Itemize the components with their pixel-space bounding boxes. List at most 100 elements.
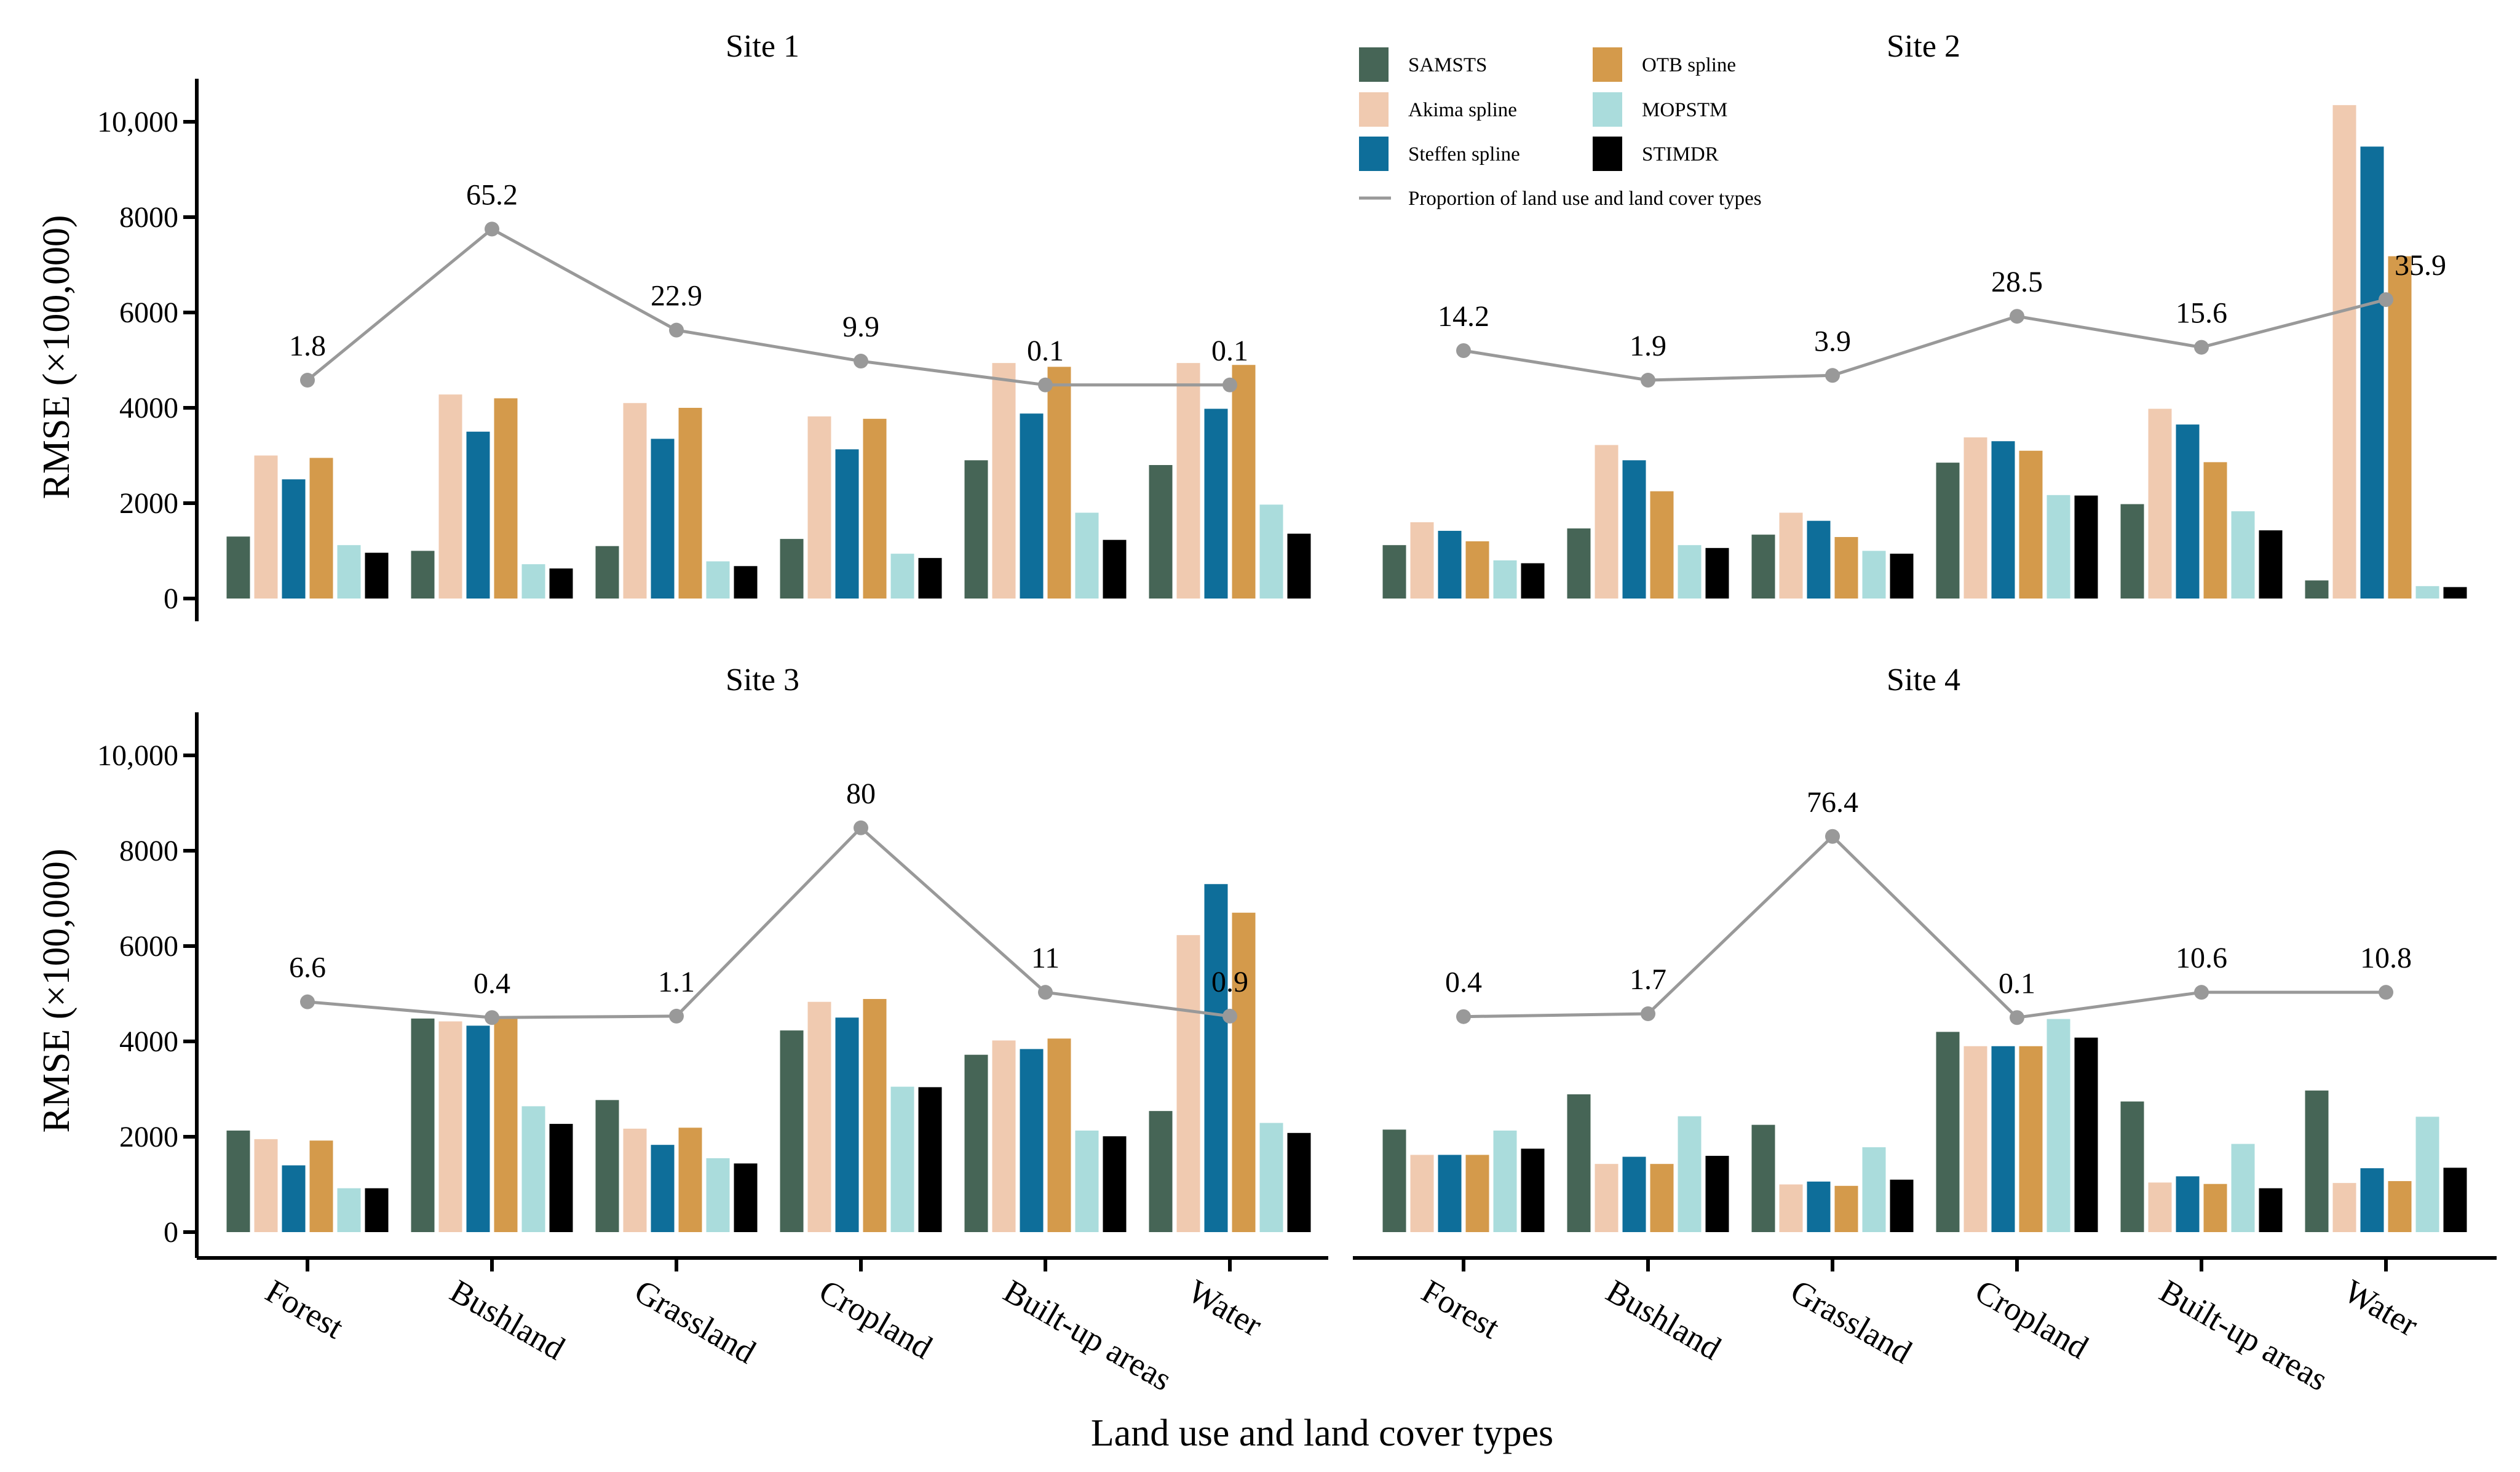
bar-samsts-cropland <box>1936 463 1960 599</box>
bar-mopstm-built-up-areas <box>2231 1144 2255 1232</box>
bar-akima-spline-forest <box>254 455 278 599</box>
proportion-label: 10.8 <box>2360 942 2412 974</box>
bar-steffen-spline-grassland <box>651 1145 675 1232</box>
bar-otb-spline-cropland <box>863 418 887 599</box>
proportion-label: 22.9 <box>651 280 702 312</box>
bar-steffen-spline-built-up-areas <box>2176 424 2200 599</box>
bar-stimdr-water <box>1287 533 1311 599</box>
bar-akima-spline-bushland <box>1595 1164 1619 1232</box>
panels: Site 1 0 2000 4000 6000 8000 10,000 RMSE (×100,… <box>36 29 2497 1398</box>
bar-akima-spline-grassland <box>623 1128 647 1232</box>
legend-swatch <box>1593 137 1622 171</box>
legend-swatch <box>1593 92 1622 127</box>
bar-mopstm-cropland <box>2047 495 2070 599</box>
bar-stimdr-built-up-areas <box>2259 1188 2283 1232</box>
proportion-point <box>300 373 315 388</box>
bar-akima-spline-bushland <box>438 1021 462 1232</box>
bar-akima-spline-grassland <box>1779 1184 1803 1232</box>
bar-otb-spline-forest <box>309 1140 333 1232</box>
proportion-point <box>1222 377 1237 392</box>
proportion-label: 65.2 <box>466 178 518 211</box>
bar-otb-spline-grassland <box>678 1128 702 1232</box>
y-axis-label: RMSE (×100,000) <box>36 848 77 1132</box>
bar-stimdr-water <box>1287 1132 1311 1232</box>
panel-title: Site 4 <box>1887 662 1960 698</box>
bar-mopstm-forest <box>337 1188 361 1232</box>
legend-item-mopstm: MOPSTM <box>1593 92 1727 127</box>
bar-mopstm-built-up-areas <box>1075 512 1099 599</box>
proportion-label: 0.4 <box>1445 966 1482 999</box>
bar-stimdr-built-up-areas <box>1103 539 1127 599</box>
bar-akima-spline-water <box>2332 1183 2356 1232</box>
bar-otb-spline-built-up-areas <box>1047 1038 1071 1232</box>
bar-akima-spline-water <box>2332 105 2356 599</box>
bar-akima-spline-forest <box>1410 1155 1434 1232</box>
bar-steffen-spline-water <box>1204 884 1228 1232</box>
bar-steffen-spline-forest <box>282 479 306 599</box>
proportion-label: 0.9 <box>1211 966 1248 998</box>
bar-samsts-built-up-areas <box>964 1054 988 1232</box>
bar-akima-spline-cropland <box>807 416 831 599</box>
y-tick-label: 10,000 <box>97 106 178 138</box>
bar-stimdr-grassland <box>1890 554 1914 599</box>
legend-swatch <box>1359 92 1389 127</box>
x-axis-label: Land use and land cover types <box>1091 1412 1553 1454</box>
proportion-line <box>306 227 1230 387</box>
bar-mopstm-cropland <box>890 554 914 599</box>
bar-akima-spline-cropland <box>1963 437 1987 599</box>
proportion-point <box>1825 368 1840 383</box>
proportion-point <box>1456 343 1471 358</box>
legend-item-samsts: SAMSTS <box>1359 47 1487 82</box>
proportion-label: 80 <box>846 778 876 810</box>
bar-mopstm-water <box>1259 504 1283 599</box>
bar-steffen-spline-water <box>2360 1168 2384 1232</box>
bar-stimdr-water <box>2443 1168 2467 1232</box>
y-tick-label: 6000 <box>119 296 178 329</box>
bar-samsts-water <box>2305 580 2329 599</box>
legend-label: STIMDR <box>1642 143 1719 165</box>
bar-stimdr-cropland <box>2074 1037 2098 1232</box>
bar-mopstm-bushland <box>521 564 545 599</box>
bar-samsts-cropland <box>1936 1032 1960 1232</box>
proportion-point <box>300 994 315 1009</box>
bar-otb-spline-forest <box>309 458 333 599</box>
bar-otb-spline-water <box>1232 365 1256 599</box>
bar-steffen-spline-cropland <box>835 449 859 599</box>
bar-akima-spline-grassland <box>1779 512 1803 599</box>
x-tick-label: Built-up areas <box>2153 1272 2334 1398</box>
bar-otb-spline-grassland <box>1834 537 1858 599</box>
legend-label: Proportion of land use and land cover ty… <box>1408 188 1762 210</box>
bar-steffen-spline-bushland <box>1622 1156 1646 1232</box>
bar-steffen-spline-cropland <box>1991 1046 2015 1232</box>
proportion-label: 0.1 <box>1027 335 1064 367</box>
bar-mopstm-bushland <box>1678 1116 1702 1232</box>
bar-mopstm-grassland <box>1862 551 1886 599</box>
bar-otb-spline-bushland <box>494 1018 518 1232</box>
bar-mopstm-grassland <box>706 1158 730 1232</box>
bar-steffen-spline-cropland <box>835 1017 859 1232</box>
y-tick-label: 6000 <box>119 930 178 963</box>
bar-stimdr-bushland <box>549 568 573 599</box>
bar-samsts-bushland <box>411 551 435 599</box>
proportion-label: 76.4 <box>1807 786 1858 819</box>
y-tick-label: 4000 <box>119 392 178 424</box>
legend-item-stimdr: STIMDR <box>1593 137 1719 171</box>
proportion-label: 0.1 <box>1211 335 1248 367</box>
x-tick-label: Water <box>2338 1272 2424 1343</box>
proportion-point <box>485 1010 499 1025</box>
bar-mopstm-water <box>2415 586 2439 599</box>
legend: SAMSTS Akima spline Steffen spline OTB spli… <box>1359 47 1762 210</box>
bar-otb-spline-grassland <box>1834 1185 1858 1232</box>
proportion-label: 10.6 <box>2176 942 2227 974</box>
bar-otb-spline-bushland <box>1650 491 1674 599</box>
x-tick-label: Cropland <box>1969 1272 2094 1366</box>
legend-item-steffen-spline: Steffen spline <box>1359 137 1520 171</box>
legend-swatch <box>1593 47 1622 82</box>
proportion-point <box>2010 1010 2024 1025</box>
bar-otb-spline-cropland <box>2019 1046 2043 1232</box>
panel-title: Site 2 <box>1887 29 1960 64</box>
bar-akima-spline-bushland <box>438 394 462 599</box>
proportion-line <box>1463 834 2386 1019</box>
proportion-label: 3.9 <box>1814 325 1851 357</box>
